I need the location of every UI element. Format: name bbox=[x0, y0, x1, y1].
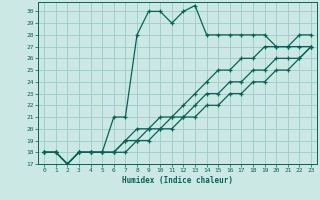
X-axis label: Humidex (Indice chaleur): Humidex (Indice chaleur) bbox=[122, 176, 233, 185]
